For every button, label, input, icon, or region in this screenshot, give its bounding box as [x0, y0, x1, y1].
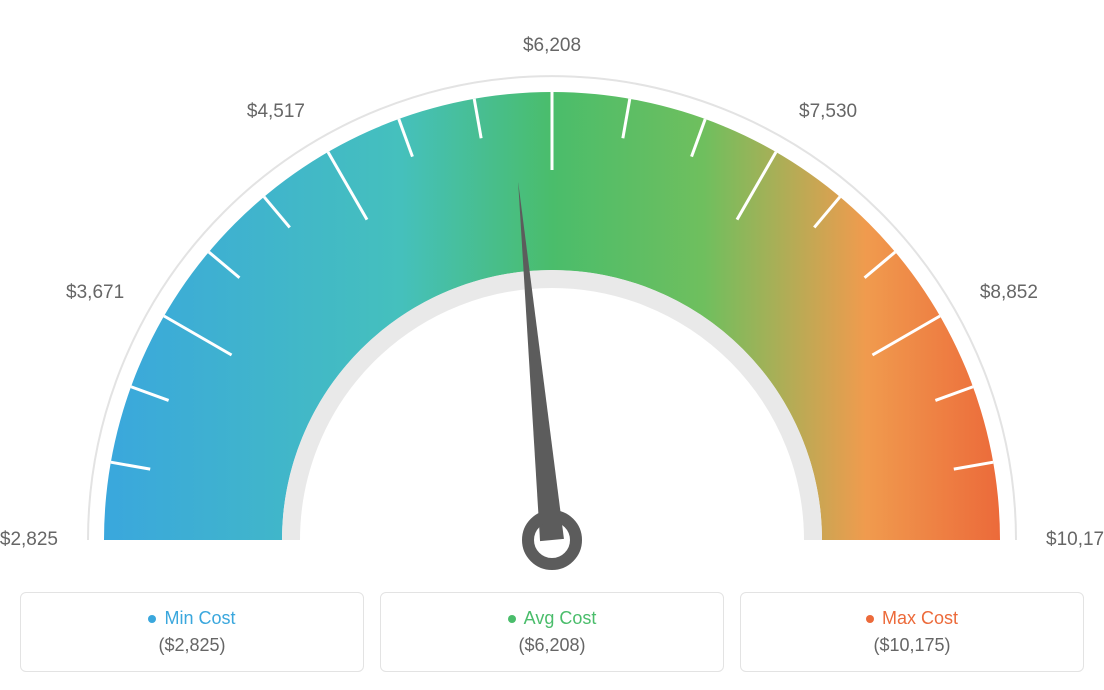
- legend-label: Min Cost: [164, 608, 235, 629]
- gauge-tick-label: $10,175: [1046, 529, 1104, 551]
- gauge-tick-label: $6,208: [523, 35, 581, 57]
- legend-title-min: Min Cost: [148, 608, 235, 629]
- legend-card-max: Max Cost ($10,175): [740, 592, 1084, 672]
- legend-card-min: Min Cost ($2,825): [20, 592, 364, 672]
- legend-label: Avg Cost: [524, 608, 597, 629]
- dot-icon: [148, 615, 156, 623]
- legend-title-avg: Avg Cost: [508, 608, 597, 629]
- gauge-tick-label: $3,671: [66, 282, 124, 304]
- legend-value: ($10,175): [873, 635, 950, 656]
- gauge-tick-label: $4,517: [247, 101, 305, 123]
- legend-value: ($6,208): [518, 635, 585, 656]
- gauge-area: $2,825 $3,671 $4,517 $6,208 $7,530 $8,852 $10,…: [0, 0, 1104, 560]
- gauge-chart-container: $2,825 $3,671 $4,517 $6,208 $7,530 $8,852 $10,…: [0, 0, 1104, 690]
- gauge-tick-label: $2,825: [0, 529, 58, 551]
- legend-label: Max Cost: [882, 608, 958, 629]
- gauge-tick-label: $7,530: [799, 101, 857, 123]
- legend-row: Min Cost ($2,825) Avg Cost ($6,208) Max …: [0, 580, 1104, 690]
- dot-icon: [866, 615, 874, 623]
- gauge-svg: [0, 20, 1104, 580]
- dot-icon: [508, 615, 516, 623]
- legend-value: ($2,825): [158, 635, 225, 656]
- legend-card-avg: Avg Cost ($6,208): [380, 592, 724, 672]
- legend-title-max: Max Cost: [866, 608, 958, 629]
- gauge-tick-label: $8,852: [980, 282, 1038, 304]
